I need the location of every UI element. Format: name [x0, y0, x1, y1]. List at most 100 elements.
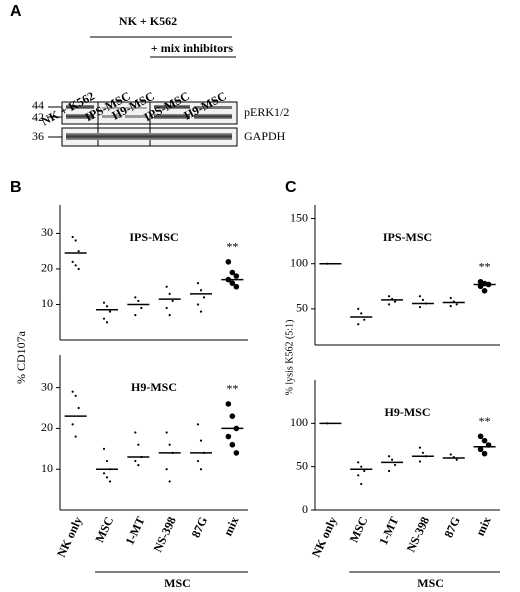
data-point: [421, 451, 425, 454]
data-point: [137, 464, 140, 467]
data-point: [71, 423, 74, 426]
data-point: [363, 469, 366, 473]
x-tick-label: MSC: [347, 515, 371, 545]
data-point: [233, 283, 240, 290]
x-tick-label: NS-398: [404, 515, 432, 555]
data-point: [418, 305, 422, 309]
x-tick-label: mix: [473, 515, 494, 538]
y-tick-label: 100: [290, 415, 308, 429]
y-tick-label: 20: [41, 420, 53, 434]
data-point: [418, 446, 422, 449]
data-point: [360, 312, 363, 315]
data-point: [233, 273, 240, 279]
data-point: [196, 459, 200, 463]
group-label: MSC: [417, 576, 444, 590]
data-point: [393, 463, 397, 467]
data-point: [105, 305, 109, 308]
group-label: NK + K562: [119, 14, 177, 28]
data-point: [357, 307, 360, 310]
band-label: pERK1/2: [244, 105, 289, 119]
data-point: [360, 482, 363, 486]
data-point: [418, 460, 422, 463]
data-point: [102, 301, 106, 304]
data-point: [168, 480, 171, 483]
data-point: [390, 458, 394, 461]
data-point: [165, 431, 168, 434]
plot-title: H9-MSC: [385, 405, 431, 419]
y-tick-label: 0: [302, 502, 308, 516]
data-point: [229, 280, 236, 286]
data-point: [74, 239, 77, 242]
data-point: [77, 250, 80, 253]
data-point: [233, 450, 240, 456]
data-point: [196, 282, 200, 285]
x-tick-label: 1-MT: [376, 515, 401, 547]
data-point: [477, 433, 484, 440]
y-tick-label: 10: [41, 296, 53, 310]
data-point: [387, 469, 391, 473]
data-point: [196, 423, 200, 426]
data-point: [105, 459, 109, 463]
data-point: [134, 314, 137, 317]
data-point: [225, 259, 232, 265]
data-point: [229, 269, 236, 276]
data-point: [202, 296, 206, 299]
data-point: [102, 317, 106, 320]
x-tick-label: MSC: [92, 515, 116, 545]
x-tick-label: mix: [221, 515, 242, 538]
data-point: [77, 406, 80, 410]
x-tick-label: 87G: [441, 515, 463, 540]
data-point: [168, 443, 171, 446]
data-point: [229, 441, 236, 448]
data-point: [229, 413, 236, 419]
data-point: [455, 458, 458, 461]
plot-title: IPS-MSC: [129, 230, 178, 244]
subgroup-label: + mix inhibitors: [151, 41, 234, 55]
data-point: [77, 267, 80, 271]
data-point: [357, 323, 360, 326]
data-point: [418, 295, 422, 298]
data-point: [134, 296, 137, 299]
data-point: [387, 303, 391, 306]
data-point: [108, 480, 112, 483]
plot-title: IPS-MSC: [383, 230, 432, 244]
annotation: **: [226, 240, 238, 254]
annotation: **: [479, 414, 491, 428]
panel-label: B: [10, 179, 22, 196]
bands: [66, 105, 232, 140]
annotation: **: [226, 382, 238, 396]
data-point: [199, 310, 203, 313]
data-point: [357, 461, 360, 464]
data-point: [102, 447, 106, 450]
data-point: [137, 299, 140, 303]
x-tick-label: NK only: [54, 515, 85, 560]
data-point: [105, 476, 109, 479]
data-point: [108, 310, 112, 313]
data-point: [455, 303, 458, 306]
data-point: [360, 465, 363, 468]
group-label: MSC: [164, 576, 191, 590]
data-point: [387, 295, 391, 298]
data-point: [102, 472, 106, 475]
marker: 42: [32, 110, 44, 124]
y-tick-label: 20: [41, 261, 53, 275]
data-point: [225, 401, 232, 407]
data-point: [421, 298, 425, 301]
data-point: [165, 468, 168, 471]
y-tick-label: 100: [290, 255, 308, 269]
data-point: [140, 306, 143, 310]
data-point: [171, 299, 174, 303]
x-tick-label: NS-398: [150, 515, 178, 555]
data-point: [481, 450, 488, 457]
data-point: [199, 289, 203, 292]
data-point: [387, 455, 391, 458]
data-point: [363, 318, 366, 321]
band-label: GAPDH: [244, 129, 286, 143]
data-point: [134, 459, 137, 463]
y-tick-label: 50: [296, 458, 308, 472]
data-point: [168, 314, 171, 317]
marker: 36: [32, 129, 44, 143]
y-tick-label: 30: [41, 225, 53, 239]
data-point: [225, 433, 232, 440]
